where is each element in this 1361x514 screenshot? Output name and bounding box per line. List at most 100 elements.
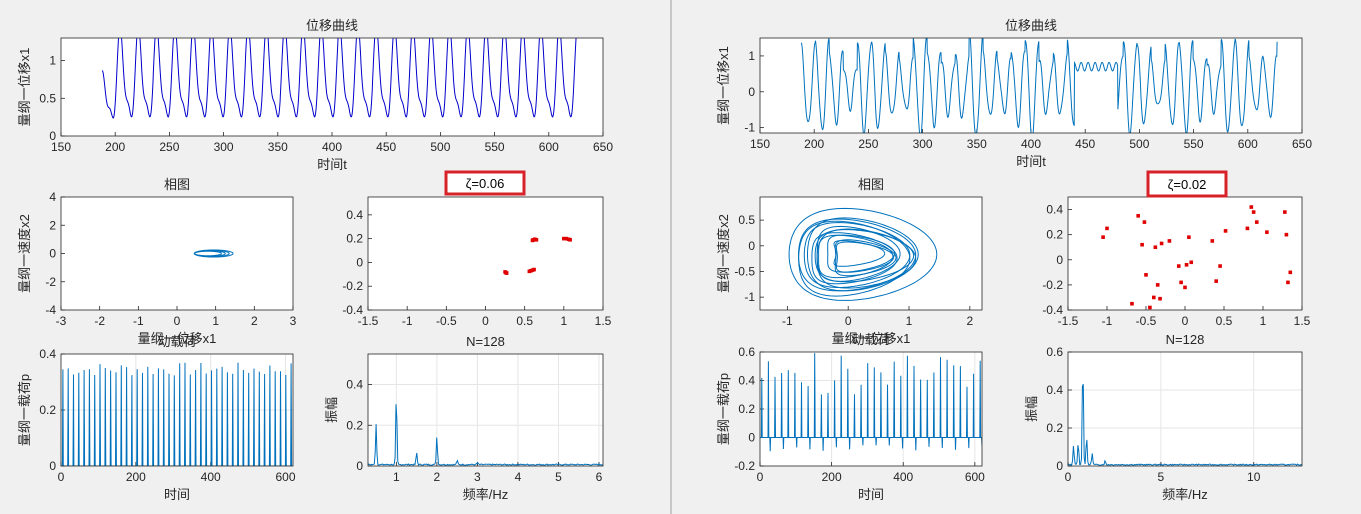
x-tick-label: 650 — [1292, 137, 1312, 151]
x-tick-label: -1.5 — [358, 314, 379, 328]
axes-background — [61, 38, 603, 136]
x-tick-label: 0 — [174, 314, 181, 328]
x-tick-label: 0 — [757, 470, 764, 484]
poincare-point — [1265, 230, 1269, 234]
x-tick-label: 10 — [1247, 470, 1261, 484]
axes-background — [760, 38, 1302, 133]
y-tick-label: 0 — [49, 129, 56, 143]
zeta-highlight-box — [444, 170, 526, 196]
axes-frame — [759, 37, 1303, 134]
axes-frame — [367, 353, 604, 467]
y-tick-label: 0.2 — [39, 403, 56, 417]
y-tick-label: 0.5 — [738, 213, 755, 227]
axes-4: 0 5 10 0 0.2 0.4 0.6 N=128 频率/Hz 振幅 — [1024, 332, 1303, 502]
axes-frame — [60, 353, 294, 467]
x-tick-label: 0.5 — [516, 314, 533, 328]
x-tick-label: 600 — [965, 470, 985, 484]
y-axis-label: 量纲一速度x2 — [17, 214, 32, 293]
phase-trajectory — [193, 249, 234, 258]
load-line — [760, 353, 982, 452]
poincare-point — [1153, 245, 1158, 250]
x-tick-label: 1 — [393, 470, 400, 484]
y-tick-label: -0.2 — [342, 279, 363, 293]
poincare-point — [534, 238, 539, 242]
x-axis-label: 时间 — [858, 487, 884, 502]
y-tick-label: -1 — [744, 290, 755, 304]
x-tick-label: 0 — [482, 314, 489, 328]
x-tick-label: 1.5 — [595, 314, 612, 328]
y-tick-label: 0.2 — [1046, 421, 1063, 435]
y-tick-label: 0.4 — [738, 374, 755, 388]
x-tick-label: 400 — [322, 140, 342, 154]
x-axis-label: 量纲一位移x1 — [832, 331, 911, 346]
axes-frame — [60, 37, 604, 137]
y-tick-label: 0 — [748, 431, 755, 445]
poincare-point — [1189, 260, 1194, 265]
poincare-point — [1249, 205, 1254, 209]
poincare-point — [1254, 220, 1259, 224]
poincare-point — [1158, 296, 1162, 301]
poincare-point — [1152, 295, 1156, 300]
poincare-point — [1159, 241, 1164, 246]
axes-2: -1.5 -1 -0.5 0 0.5 1 1.5 -0.4 -0.2 0 0.2 0.4 — [1042, 196, 1311, 328]
x-tick-label: 450 — [376, 140, 396, 154]
x-tick-label: 400 — [201, 470, 221, 484]
x-tick-label: 300 — [214, 140, 234, 154]
poincare-point — [1223, 229, 1228, 233]
x-tick-label: 350 — [967, 137, 987, 151]
y-tick-label: -4 — [45, 303, 56, 317]
x-tick-label: 400 — [1021, 137, 1041, 151]
x-tick-label: 550 — [1184, 137, 1204, 151]
x-tick-label: 300 — [913, 137, 933, 151]
axes-background — [1068, 197, 1302, 310]
displacement-line — [101, 38, 577, 119]
poincare-point — [1184, 263, 1189, 267]
x-axis-label: 频率/Hz — [1162, 487, 1208, 502]
chart-title: 相图 — [164, 177, 190, 192]
poincare-point — [1179, 280, 1183, 285]
poincare-point — [1155, 283, 1160, 287]
figure-canvas-right: 150 200 250 300 350 400 450 500 550 600 650-101位移曲… — [716, 18, 1312, 502]
phase-trajectory — [807, 217, 919, 292]
poincare-point — [1167, 239, 1172, 243]
x-tick-label: 500 — [1129, 137, 1149, 151]
poincare-point — [1288, 270, 1293, 275]
x-axis-label: 量纲一位移x1 — [138, 331, 217, 346]
poincare-point — [527, 269, 532, 274]
y-tick-label: 0.4 — [1046, 203, 1063, 217]
x-tick-label: 600 — [276, 470, 296, 484]
zeta-label: ζ=0.02 — [1168, 177, 1207, 192]
poincare-point — [1251, 210, 1256, 214]
axes-background — [368, 354, 603, 466]
figure-window-left: 150 200 250 300 350 400 450 500 550 600 650 0 0.5 1 位移… — [0, 0, 670, 514]
x-tick-label: 150 — [51, 140, 71, 154]
x-axis-label: 时间t — [317, 157, 347, 172]
y-tick-label: 0.4 — [1046, 383, 1063, 397]
x-tick-label: 6 — [596, 470, 603, 484]
x-tick-label: 3 — [290, 314, 297, 328]
axes-frame — [60, 196, 294, 311]
axes-background — [1068, 352, 1302, 466]
y-tick-label: 1 — [49, 54, 56, 68]
y-tick-label: -1 — [744, 121, 755, 135]
axes-frame — [367, 196, 604, 311]
axes-0: 150 200 250 300 350 400 450 500 550 600 650 0 0.5 1 位移… — [17, 18, 613, 172]
y-tick-label: 0.2 — [738, 402, 755, 416]
y-tick-label: -0.4 — [1042, 303, 1063, 317]
x-tick-label: -1 — [782, 314, 793, 328]
x-tick-label: -1.5 — [1058, 314, 1079, 328]
x-tick-label: 2 — [966, 314, 973, 328]
poincare-point — [1284, 232, 1289, 237]
x-tick-label: 5 — [555, 470, 562, 484]
poincare-point — [504, 270, 508, 275]
poincare-point — [1214, 279, 1218, 283]
poincare-point — [1144, 273, 1148, 277]
poincare-point — [568, 238, 572, 242]
y-tick-label: 0.2 — [346, 232, 363, 246]
y-tick-label: 0.2 — [1046, 228, 1063, 242]
x-tick-label: -0.5 — [436, 314, 457, 328]
poincare-point — [564, 236, 568, 241]
poincare-point — [1176, 264, 1181, 268]
spectrum-line — [1068, 384, 1302, 466]
